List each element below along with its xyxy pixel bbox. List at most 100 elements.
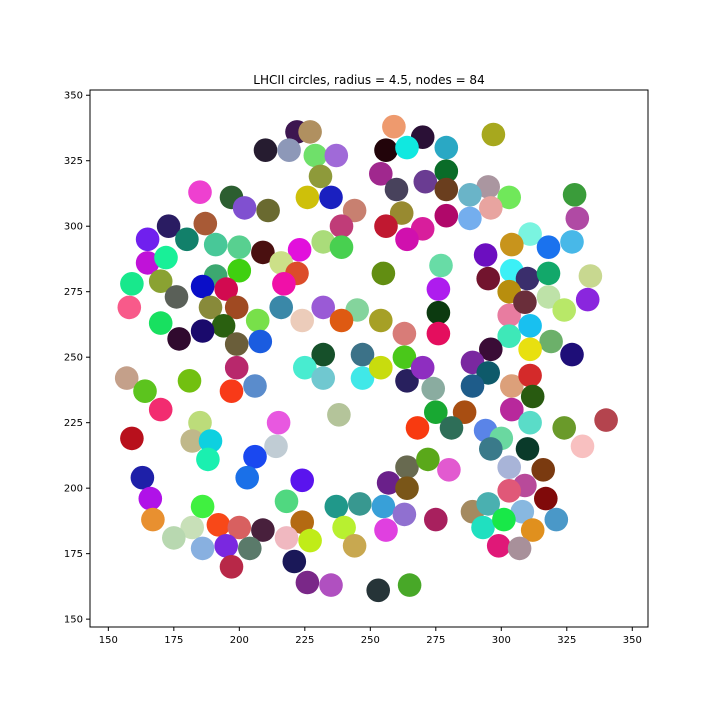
data-circle-37 <box>458 206 482 231</box>
data-circle-121 <box>421 376 446 401</box>
data-circle-10 <box>395 135 419 160</box>
x-tick-label: 175 <box>164 635 183 646</box>
data-circle-176 <box>290 510 315 534</box>
data-circle-117 <box>133 379 157 404</box>
data-circle-17 <box>369 162 393 186</box>
data-circle-181 <box>492 507 516 532</box>
data-circle-161 <box>190 494 215 519</box>
data-circle-91 <box>369 308 393 333</box>
data-circle-107 <box>224 355 249 380</box>
data-circle-72 <box>426 277 451 301</box>
data-circle-16 <box>319 185 343 210</box>
data-circle-19 <box>413 169 438 194</box>
data-circle-156 <box>290 468 315 493</box>
data-circle-3 <box>277 138 301 162</box>
data-circle-150 <box>416 447 440 472</box>
data-circle-41 <box>175 227 199 252</box>
data-circle-67 <box>148 269 173 294</box>
data-circle-94 <box>190 319 215 343</box>
data-circle-158 <box>395 476 419 501</box>
data-circle-82 <box>426 300 451 325</box>
data-circle-180 <box>471 515 495 540</box>
data-circle-38 <box>518 222 542 246</box>
y-tick-label: 275 <box>64 287 83 298</box>
data-circle-70 <box>214 277 238 301</box>
data-circle-124 <box>518 363 542 388</box>
x-axis: 150 175 200 225 250 275 300 325 350 <box>99 627 642 646</box>
data-circle-194 <box>282 549 307 574</box>
data-circle-122 <box>460 374 485 398</box>
data-circle-154 <box>130 465 155 490</box>
x-tick-label: 250 <box>361 635 380 646</box>
data-circle-133 <box>518 410 542 435</box>
data-circle-188 <box>374 518 398 542</box>
data-circle-139 <box>264 434 288 459</box>
data-circle-80 <box>311 295 336 320</box>
data-circle-183 <box>544 507 569 532</box>
data-circle-164 <box>348 492 372 516</box>
data-circle-179 <box>424 507 448 532</box>
data-circle-105 <box>518 337 542 362</box>
data-circle-108 <box>293 355 317 380</box>
x-tick-label: 325 <box>557 635 576 646</box>
data-circle-48 <box>395 227 419 252</box>
data-circle-113 <box>410 355 435 380</box>
data-circle-51 <box>536 235 561 259</box>
data-circle-59 <box>371 261 396 286</box>
data-circle-189 <box>486 534 511 558</box>
data-circle-198 <box>366 578 391 603</box>
data-circle-145 <box>515 437 540 461</box>
data-circle-126 <box>520 384 545 409</box>
y-tick-label: 200 <box>64 484 83 495</box>
x-tick-label: 150 <box>99 635 118 646</box>
data-circle-146 <box>570 434 595 459</box>
data-circle-182 <box>520 518 545 542</box>
data-circle-174 <box>227 515 252 540</box>
circles-layer <box>114 114 618 603</box>
data-circle-199 <box>397 573 422 597</box>
data-circle-65 <box>578 264 603 288</box>
y-tick-label: 300 <box>64 222 83 233</box>
data-circle-39 <box>565 206 590 231</box>
data-circle-168 <box>497 479 521 503</box>
data-circle-178 <box>392 502 417 527</box>
data-circle-11 <box>434 135 459 160</box>
data-circle-110 <box>350 366 375 390</box>
data-circle-149 <box>395 455 419 480</box>
data-circle-99 <box>497 324 521 349</box>
data-circle-170 <box>534 486 558 511</box>
data-circle-74 <box>536 285 561 309</box>
data-circle-68 <box>164 285 189 309</box>
data-circle-47 <box>329 235 354 259</box>
data-circle-29 <box>389 201 414 225</box>
data-circle-167 <box>476 492 501 516</box>
data-circle-46 <box>311 230 336 254</box>
data-circle-106 <box>560 342 584 367</box>
data-circle-43 <box>227 235 252 259</box>
data-circle-165 <box>371 494 396 519</box>
y-tick-label: 350 <box>64 91 83 102</box>
data-circle-79 <box>269 295 294 320</box>
y-tick-label: 175 <box>64 549 83 560</box>
data-circle-144 <box>479 437 503 461</box>
data-circle-61 <box>476 266 501 291</box>
chart-title: LHCII circles, radius = 4.5, nodes = 84 <box>253 73 484 87</box>
data-circle-90 <box>329 308 354 333</box>
data-circle-119 <box>219 379 244 404</box>
x-tick-label: 200 <box>230 635 249 646</box>
data-circle-151 <box>497 455 521 480</box>
data-circle-32 <box>193 211 218 236</box>
data-circle-15 <box>295 185 320 210</box>
data-circle-22 <box>476 175 501 199</box>
data-circle-93 <box>167 327 191 351</box>
data-circle-160 <box>138 486 163 511</box>
data-circle-118 <box>177 369 202 393</box>
data-circle-45 <box>287 238 312 262</box>
data-circle-50 <box>500 232 524 257</box>
data-circle-30 <box>479 196 503 220</box>
data-circle-152 <box>531 458 555 482</box>
data-circle-75 <box>575 287 600 312</box>
y-tick-label: 325 <box>64 156 83 167</box>
data-circle-86 <box>148 311 173 335</box>
data-circle-115 <box>476 361 501 385</box>
